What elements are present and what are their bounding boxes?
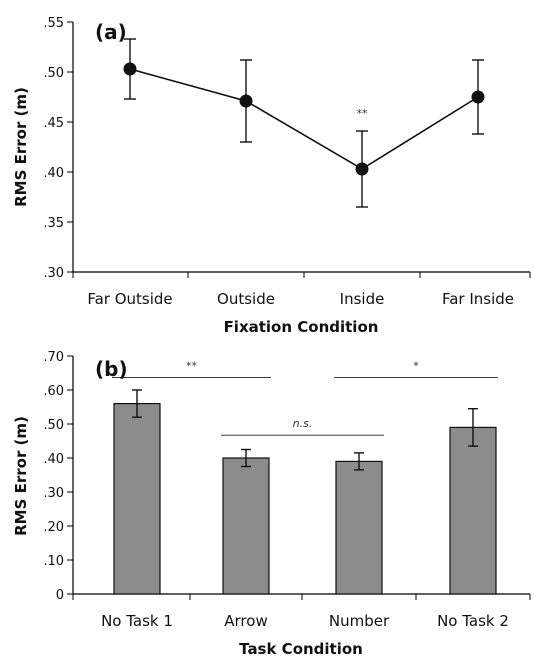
- panel-a-y-axis-title: RMS Error (m): [12, 87, 30, 207]
- panel-b-x-tick-label: Arrow: [224, 612, 267, 630]
- panel-a-y-tick-label: .50: [43, 66, 64, 81]
- panel-a-data-point: [123, 62, 137, 76]
- panel-b-bar: [113, 403, 161, 595]
- panel-a-series-line: [129, 68, 479, 170]
- panel-b-y-tick-label: .60: [43, 384, 64, 399]
- panel-a-y-tick-label: .55: [43, 16, 64, 31]
- panel-a-y-tick-label: .40: [43, 166, 64, 181]
- panel-a-y-tick-label: .45: [43, 116, 64, 131]
- panel-b-y-tick-label: 0: [56, 588, 64, 603]
- panel-b-y-tick-label: .70: [43, 350, 64, 365]
- panel-b-significance-label: **: [186, 359, 198, 372]
- panel-a-x-tick-label: Far Inside: [442, 290, 514, 308]
- panel-a-data-point: [471, 90, 485, 104]
- panel-a-x-tick-label: Outside: [217, 290, 275, 308]
- panel-b-significance-label: *: [413, 359, 419, 372]
- panel-a-line-chart: (a) .30 .35 .40 .45 .50 .55 Far Outside Outsid…: [12, 16, 531, 336]
- panel-a-x-tick-label: Inside: [340, 290, 385, 308]
- panel-a-significance-annotation: **: [357, 107, 369, 120]
- panel-b-x-tick-label: Number: [329, 612, 390, 630]
- panel-a-y-tick-label: .30: [43, 266, 64, 281]
- panel-b-significance-label: n.s.: [293, 417, 313, 430]
- panel-b-x-axis-title: Task Condition: [239, 640, 363, 658]
- panel-b-bar: [335, 460, 383, 595]
- panel-b-bar: [449, 426, 497, 595]
- panel-b-y-tick-label: .50: [43, 418, 64, 433]
- panel-b-x-tick-label: No Task 2: [437, 612, 509, 630]
- panel-b-y-tick-label: .10: [43, 554, 64, 569]
- panel-b-y-tick-label: .20: [43, 520, 64, 535]
- panel-b-bar: [222, 457, 270, 595]
- panel-a-label: (a): [95, 20, 127, 44]
- panel-a-x-axis-title: Fixation Condition: [224, 318, 379, 336]
- panel-b-bar-chart: (b) 0.10.20.30.40.50.60.70 No Task 1 Arro…: [12, 350, 531, 658]
- panel-a-y-tick-label: .35: [43, 216, 64, 231]
- panel-a-data-point: [239, 94, 253, 108]
- panel-b-x-tick-label: No Task 1: [101, 612, 173, 630]
- panel-a-x-tick-label: Far Outside: [87, 290, 172, 308]
- panel-b-y-tick-label: .40: [43, 452, 64, 467]
- panel-b-y-tick-label: .30: [43, 486, 64, 501]
- panel-b-y-axis-title: RMS Error (m): [12, 416, 30, 536]
- panel-a-data-point: [355, 162, 369, 176]
